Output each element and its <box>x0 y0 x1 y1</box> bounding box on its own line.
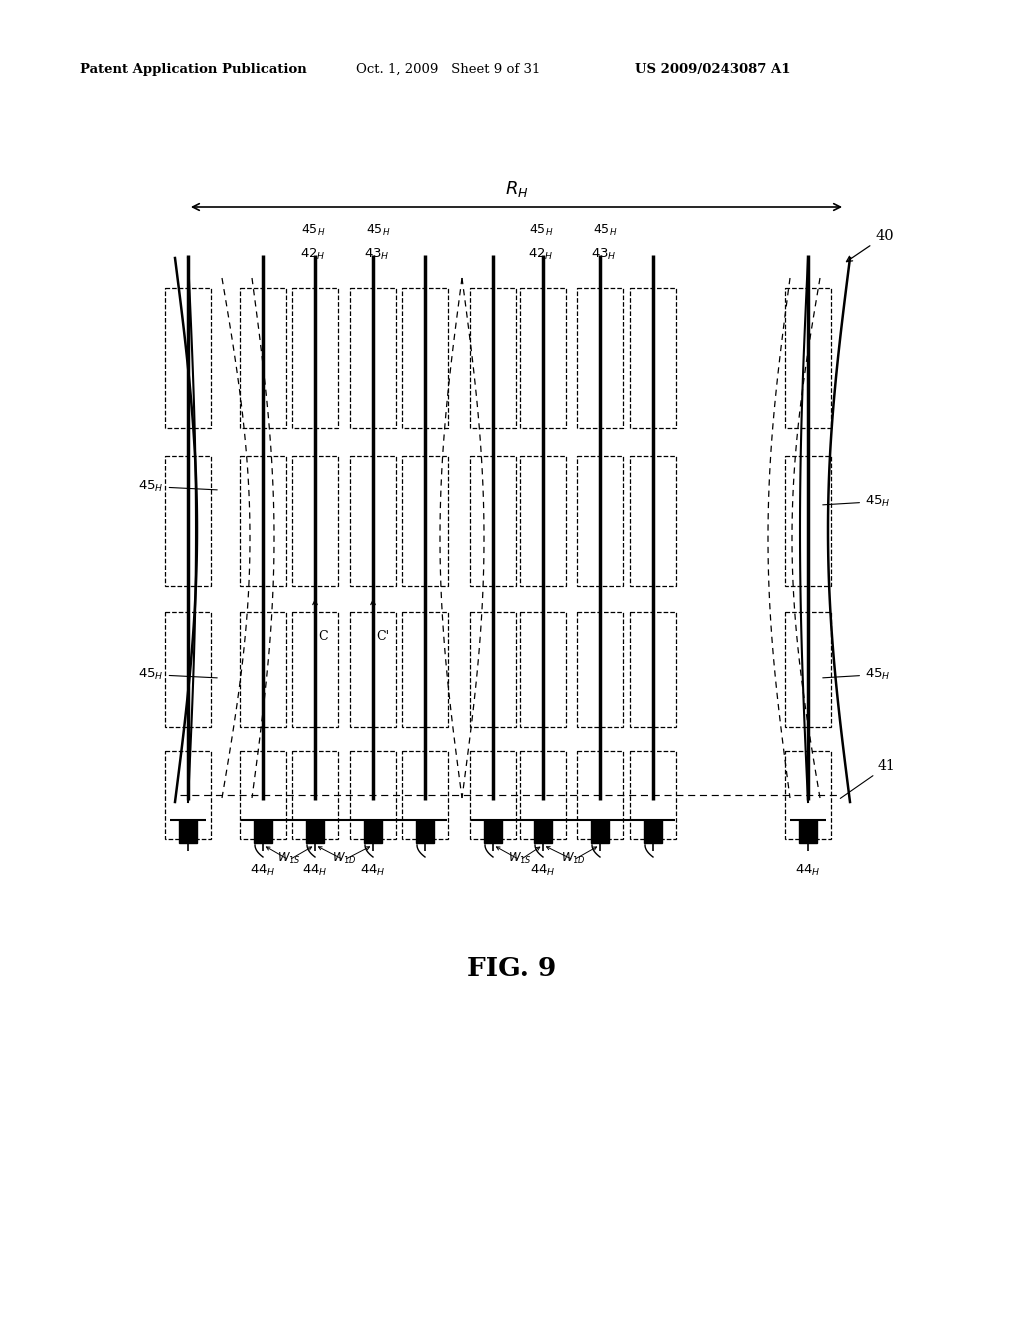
Text: $45_H$: $45_H$ <box>138 667 217 682</box>
Bar <box>292 455 338 586</box>
Bar <box>240 751 286 840</box>
Polygon shape <box>364 820 382 843</box>
Bar <box>165 751 211 840</box>
Bar <box>292 612 338 727</box>
Bar <box>350 455 396 586</box>
Bar <box>470 751 516 840</box>
Bar <box>350 751 396 840</box>
Bar <box>240 455 286 586</box>
Text: $44_H$: $44_H$ <box>302 863 328 878</box>
Text: 41: 41 <box>841 759 896 799</box>
Text: $43_H$: $43_H$ <box>365 247 390 261</box>
Text: US 2009/0243087 A1: US 2009/0243087 A1 <box>635 63 791 77</box>
Bar <box>577 751 623 840</box>
Bar <box>630 288 676 428</box>
Text: C: C <box>318 630 328 643</box>
Text: $R_H$: $R_H$ <box>505 180 528 199</box>
Polygon shape <box>179 820 197 843</box>
Bar <box>520 288 566 428</box>
Polygon shape <box>799 820 817 843</box>
Polygon shape <box>484 820 502 843</box>
Text: $44_H$: $44_H$ <box>796 863 821 878</box>
Text: $45_H$: $45_H$ <box>301 223 326 238</box>
Bar <box>785 288 831 428</box>
Bar <box>785 751 831 840</box>
Text: $W_{1S}$: $W_{1S}$ <box>508 851 531 866</box>
Text: $45_H$: $45_H$ <box>822 494 891 510</box>
Polygon shape <box>644 820 662 843</box>
Bar <box>785 612 831 727</box>
Bar <box>577 288 623 428</box>
Bar <box>630 612 676 727</box>
Text: $44_H$: $44_H$ <box>250 863 275 878</box>
Bar <box>165 288 211 428</box>
Bar <box>292 288 338 428</box>
Bar <box>470 455 516 586</box>
Bar <box>402 612 449 727</box>
Text: $45_H$: $45_H$ <box>138 479 217 494</box>
Bar <box>470 288 516 428</box>
Text: $45_H$: $45_H$ <box>822 667 891 682</box>
Text: $45_H$: $45_H$ <box>366 223 390 238</box>
Text: C': C' <box>376 630 389 643</box>
Polygon shape <box>254 820 272 843</box>
Bar <box>577 455 623 586</box>
Bar <box>520 751 566 840</box>
Bar <box>520 455 566 586</box>
Bar <box>402 455 449 586</box>
Text: $42_H$: $42_H$ <box>300 247 326 261</box>
Bar <box>520 612 566 727</box>
Text: $W_{1D}$: $W_{1D}$ <box>332 851 356 866</box>
Polygon shape <box>416 820 434 843</box>
Text: $W_{1S}$: $W_{1S}$ <box>278 851 301 866</box>
Text: $44_H$: $44_H$ <box>530 863 556 878</box>
Polygon shape <box>306 820 324 843</box>
Text: Patent Application Publication: Patent Application Publication <box>80 63 307 77</box>
Bar <box>630 455 676 586</box>
Bar <box>785 455 831 586</box>
Text: $43_H$: $43_H$ <box>591 247 616 261</box>
Bar <box>350 288 396 428</box>
Text: $45_H$: $45_H$ <box>528 223 553 238</box>
Text: $42_H$: $42_H$ <box>528 247 554 261</box>
Bar <box>402 288 449 428</box>
Bar <box>350 612 396 727</box>
Bar <box>470 612 516 727</box>
Text: $W_{1D}$: $W_{1D}$ <box>561 851 586 866</box>
Bar <box>165 612 211 727</box>
Polygon shape <box>534 820 552 843</box>
Bar <box>165 455 211 586</box>
Bar <box>402 751 449 840</box>
Text: 40: 40 <box>847 228 894 261</box>
Bar <box>240 612 286 727</box>
Bar <box>240 288 286 428</box>
Text: $44_H$: $44_H$ <box>360 863 386 878</box>
Bar <box>630 751 676 840</box>
Polygon shape <box>591 820 609 843</box>
Text: FIG. 9: FIG. 9 <box>467 956 557 981</box>
Bar <box>577 612 623 727</box>
Text: Oct. 1, 2009   Sheet 9 of 31: Oct. 1, 2009 Sheet 9 of 31 <box>356 63 541 77</box>
Bar <box>292 751 338 840</box>
Text: $45_H$: $45_H$ <box>593 223 617 238</box>
